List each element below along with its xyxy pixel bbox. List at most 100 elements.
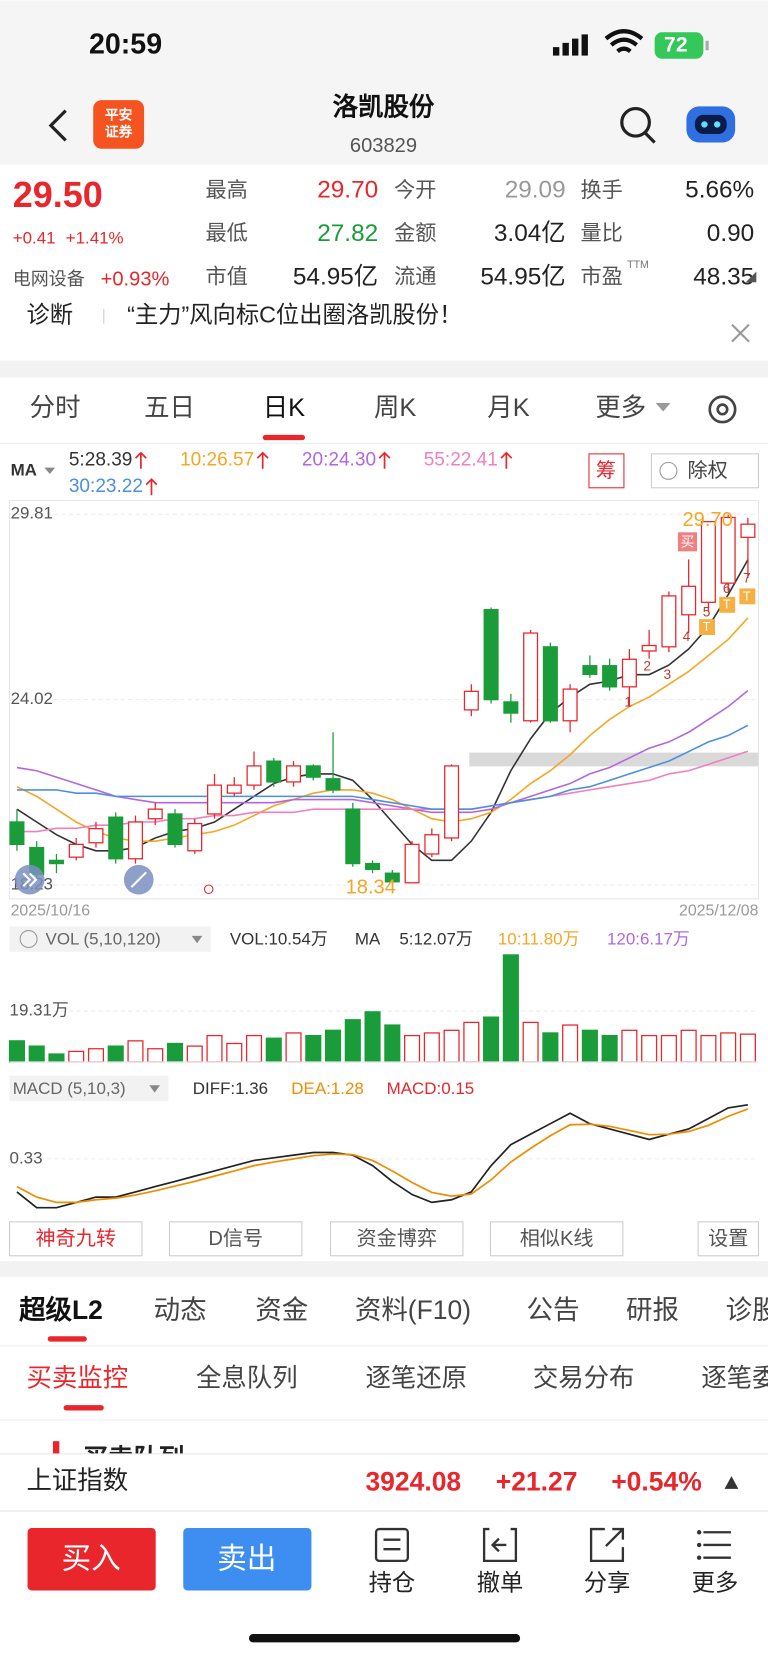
sub-tab[interactable]: 交易分布 [533,1364,635,1392]
section-tab[interactable]: 动态 [154,1295,207,1325]
search-button[interactable] [620,106,656,144]
sell-label[interactable]: 卖出 [217,1543,276,1576]
candle-body [621,658,637,688]
stock-code: 603829 [350,135,417,157]
volume-bar [404,1034,421,1063]
banner-close[interactable] [731,323,750,343]
action-label[interactable]: 分享 [584,1569,631,1595]
tool-button[interactable] [168,1221,303,1257]
period-tab[interactable]: 周K [374,394,416,422]
sell-button[interactable] [183,1528,312,1591]
heading-mark [52,1441,60,1463]
buy-button[interactable] [27,1528,156,1591]
volume-bar [483,1016,500,1063]
volume-bar [206,1034,223,1063]
volume-bar [87,1048,105,1063]
candle-body [542,646,558,722]
sub-tab[interactable]: 全息队列 [196,1364,298,1392]
fullscreen-button[interactable] [123,864,154,895]
expand-left[interactable] [14,864,45,895]
period-tab[interactable]: 分时 [30,394,81,422]
position-icon[interactable] [374,1527,409,1563]
vol-selector[interactable] [9,926,211,952]
candle-body [286,765,302,783]
low-annotation: 18.34 [346,877,396,899]
stat-value: 48.35 [693,263,754,290]
candle-body [444,765,460,839]
settings-button[interactable] [708,395,737,424]
tool-label[interactable]: D信号 [208,1227,263,1250]
candle-body [384,872,400,883]
volume-bar [186,1045,203,1063]
sub-tab[interactable]: 逐笔委托 [701,1364,768,1392]
candle-body [246,765,262,786]
period-tab[interactable]: 日K [263,394,305,422]
event-marker[interactable] [203,884,214,895]
gap [0,360,768,378]
index-bar[interactable] [0,1453,768,1512]
candle-body [9,821,25,846]
ma-label: MA [11,460,37,479]
ex-right-label[interactable]: 除权 [687,459,727,482]
x-tick-label: 2025/12/08 [679,903,759,920]
period-tab[interactable]: 更多 [595,394,646,422]
candle-body [700,520,716,603]
volume-bar [384,1024,401,1063]
broker-logo [93,100,145,149]
stock-name: 洛凯股份 [333,92,435,121]
y-tick-label: 19.31万 [10,1001,69,1020]
sub-tab[interactable]: 买卖监控 [26,1364,128,1392]
stat-label: 流通 [394,265,436,289]
volume-bar [581,1029,598,1063]
ma-line [16,559,749,862]
action-label[interactable]: 撤单 [477,1569,524,1595]
vol-title[interactable]: VOL (5,10,120) [46,930,161,949]
section-indicator [47,1336,87,1342]
vol-legend: MA [355,930,381,949]
period-tab[interactable]: 月K [487,394,529,422]
index-name: 上证指数 [26,1467,128,1495]
tool-button[interactable] [9,1221,143,1257]
tool-button[interactable] [329,1221,464,1257]
action-label[interactable]: 持仓 [369,1569,416,1595]
vol-legend: VOL:10.54万 [230,930,328,949]
index-change: +21.27 [496,1467,578,1497]
section-tab[interactable]: 超级L2 [19,1295,103,1325]
section-tab[interactable]: 资料(F10) [355,1295,471,1325]
chip-label[interactable]: 筹 [596,459,616,482]
td-count: 3 [664,667,672,682]
volume-bar [305,1034,322,1063]
macd-title[interactable]: MACD (5,10,3) [13,1079,126,1098]
tool-label[interactable]: 神奇九转 [36,1227,116,1250]
tool-label[interactable]: 设置 [708,1227,748,1250]
resistance-band [469,752,759,767]
section-tab[interactable]: 公告 [526,1295,579,1325]
candle-body [48,859,64,865]
chip-button[interactable] [588,453,625,489]
tool-label[interactable]: 相似K线 [520,1227,594,1250]
macd-caret [149,1085,160,1093]
index-expand[interactable] [724,1476,739,1489]
more-icon[interactable] [696,1530,731,1560]
section-tab[interactable]: 研报 [626,1295,679,1325]
back-button[interactable] [48,109,67,142]
share-icon[interactable] [589,1527,625,1563]
candle-body [602,665,618,688]
tool-button[interactable] [489,1221,624,1257]
cancel-icon[interactable] [482,1527,518,1563]
tool-label[interactable]: 资金博弈 [356,1227,436,1250]
macd-selector[interactable] [9,1075,169,1102]
action-label[interactable]: 更多 [692,1569,739,1595]
buy-label[interactable]: 买入 [61,1543,120,1576]
assistant-button[interactable] [686,106,736,143]
sub-tab[interactable]: 逐笔还原 [365,1364,467,1392]
stat-value: 5.66% [685,177,754,204]
period-tab[interactable]: 五日 [144,394,195,422]
section-tab[interactable]: 资金 [255,1295,308,1325]
candle-body [582,665,598,675]
banner-text[interactable]: “主力”风向标C位出圈洛凯股份！ [127,301,462,327]
section-tab[interactable]: 诊股 [726,1295,768,1325]
buy-signal [677,532,698,552]
ex-right-button[interactable] [650,453,759,489]
tool-button[interactable] [697,1221,759,1257]
